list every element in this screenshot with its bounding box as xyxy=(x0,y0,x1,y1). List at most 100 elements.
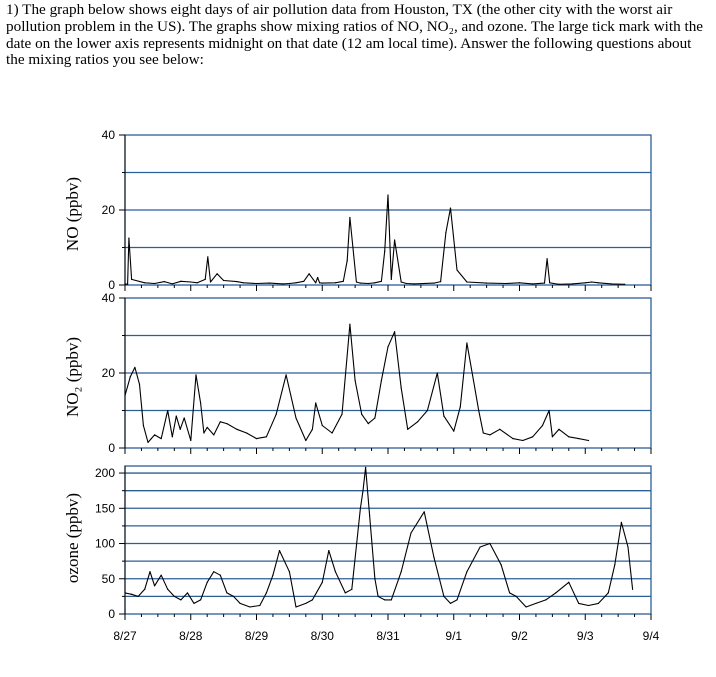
y-tick-label: 0 xyxy=(108,441,115,455)
data-point xyxy=(259,604,261,607)
data-point xyxy=(305,439,307,442)
panel-no2: 0 20 40 NO₂ (ppbv) xyxy=(63,291,652,455)
data-point xyxy=(499,428,501,430)
x-tick-label: 9/3 xyxy=(577,629,594,643)
data-point xyxy=(295,282,297,284)
y-tick-label: 0 xyxy=(108,607,115,621)
data-point xyxy=(486,282,488,284)
data-point xyxy=(315,282,317,284)
data-point xyxy=(553,282,555,285)
y-tick-label: 20 xyxy=(102,203,116,217)
data-point xyxy=(196,282,198,284)
data-point xyxy=(400,571,402,573)
data-point xyxy=(150,438,152,440)
data-point xyxy=(551,436,553,438)
data-point xyxy=(219,574,221,576)
data-point xyxy=(321,282,323,284)
data-point xyxy=(390,278,392,280)
data-point xyxy=(129,376,131,378)
data-point xyxy=(331,432,333,434)
data-point xyxy=(456,269,458,271)
data-point xyxy=(367,423,369,425)
data-point xyxy=(160,574,162,576)
data-point xyxy=(597,602,600,605)
data-point xyxy=(239,602,241,605)
data-point xyxy=(384,599,386,601)
data-point xyxy=(355,281,358,283)
data-point xyxy=(209,281,212,283)
data-point xyxy=(500,564,502,566)
data-point xyxy=(282,283,284,285)
data-point xyxy=(367,282,369,285)
data-point xyxy=(334,571,336,573)
data-point xyxy=(449,207,452,209)
data-point xyxy=(328,549,330,552)
data-point xyxy=(558,428,560,430)
data-point xyxy=(361,413,363,415)
data-point xyxy=(203,432,205,434)
data-point xyxy=(459,406,461,408)
data-point xyxy=(311,599,313,601)
data-point xyxy=(321,424,323,427)
data-point xyxy=(416,421,419,423)
data-point xyxy=(405,282,408,285)
data-point xyxy=(515,595,517,597)
data-point xyxy=(423,511,425,513)
data-point xyxy=(334,282,336,284)
data-point xyxy=(226,423,228,425)
data-point xyxy=(505,282,507,285)
y-axis-label: NO₂ (ppbv) xyxy=(63,337,82,417)
data-point xyxy=(180,599,182,601)
data-point xyxy=(167,588,169,590)
y-tick-label: 40 xyxy=(102,291,116,305)
data-point xyxy=(272,574,274,576)
data-point xyxy=(153,585,156,587)
data-point xyxy=(160,438,162,440)
question-text: 1) The graph below shows eight days of a… xyxy=(6,1,704,69)
data-point xyxy=(349,216,351,219)
data-point xyxy=(207,256,209,258)
data-point xyxy=(426,409,429,412)
data-point xyxy=(342,280,344,282)
data-point xyxy=(149,571,151,573)
data-point xyxy=(597,282,600,284)
data-point xyxy=(545,599,547,601)
data-point xyxy=(213,571,215,573)
data-point xyxy=(587,604,590,607)
data-point xyxy=(124,394,126,397)
x-tick-label: 8/31 xyxy=(376,629,400,643)
data-point xyxy=(144,588,146,590)
data-point xyxy=(153,282,156,285)
data-point xyxy=(443,595,445,597)
data-point xyxy=(200,599,202,601)
data-point xyxy=(478,409,480,412)
data-point xyxy=(522,439,524,442)
data-point xyxy=(362,490,364,492)
data-point xyxy=(549,282,551,284)
data-point xyxy=(285,374,287,376)
data-point xyxy=(620,521,623,523)
data-point xyxy=(124,592,126,594)
data-point xyxy=(255,282,258,285)
x-tick-label: 9/4 xyxy=(643,629,660,643)
data-point xyxy=(275,413,277,415)
data-point xyxy=(512,438,514,440)
data-point xyxy=(180,280,182,282)
data-point xyxy=(195,374,197,376)
data-point xyxy=(548,409,550,412)
data-point xyxy=(400,281,402,283)
data-point xyxy=(315,402,317,404)
data-point xyxy=(591,281,593,283)
data-point xyxy=(393,239,396,241)
series-line-no2 xyxy=(124,323,589,443)
data-point xyxy=(518,282,521,284)
data-point xyxy=(200,402,202,404)
x-tick-label: 8/27 xyxy=(113,629,137,643)
x-tick-label: 9/2 xyxy=(511,629,528,643)
data-point xyxy=(482,432,484,434)
data-point xyxy=(532,283,534,285)
data-point xyxy=(288,571,290,573)
panel-no: 0 20 40 NO (ppbv) xyxy=(63,128,652,292)
data-point xyxy=(541,424,544,427)
data-point xyxy=(265,436,267,438)
